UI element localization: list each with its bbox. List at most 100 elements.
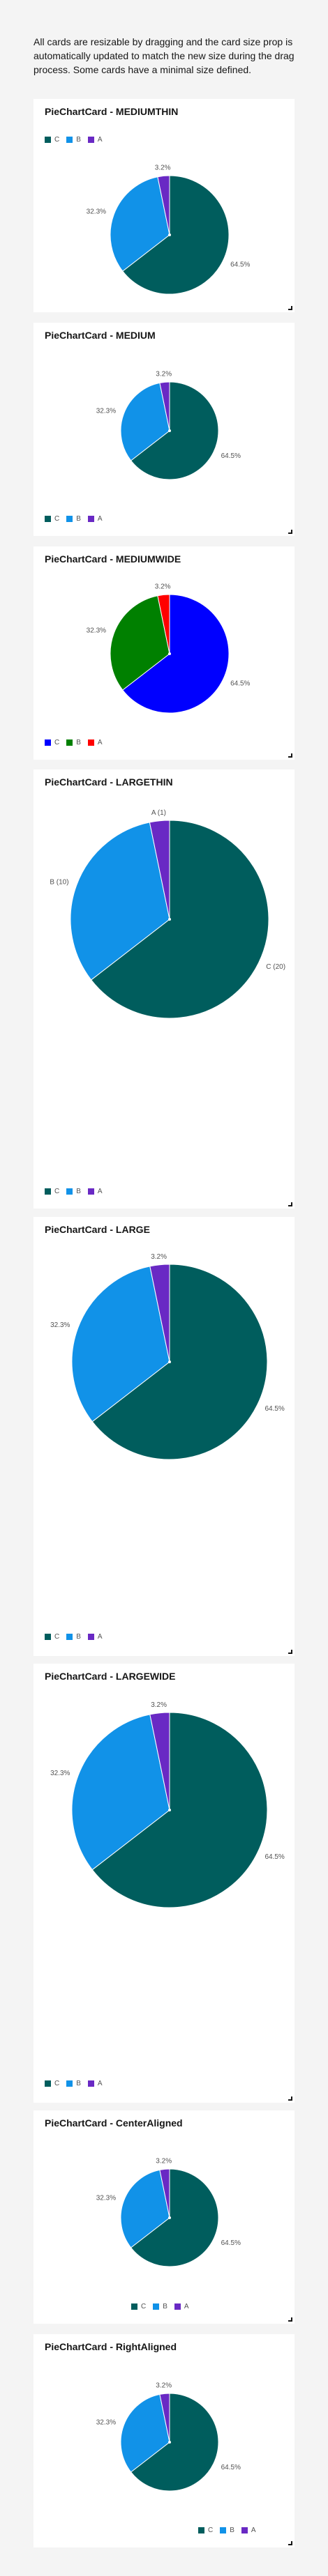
slice-label-c: 64.5% bbox=[230, 261, 250, 269]
pie-slice-a[interactable] bbox=[149, 1264, 170, 1363]
card-mediumwide[interactable]: PieChartCard - MEDIUMWIDE 64.5% 32.3% 3.2%… bbox=[33, 546, 295, 760]
legend-swatch-a bbox=[87, 137, 94, 143]
pie-center-dot bbox=[168, 233, 171, 236]
legend-item-b[interactable]: B bbox=[66, 136, 81, 144]
slice-label-b: B (10) bbox=[50, 879, 68, 887]
slice-label-c: 64.5% bbox=[221, 2464, 241, 2471]
chart-legend: C B A bbox=[45, 1633, 110, 1641]
pie-chart: 64.5% 32.3% 3.2% bbox=[87, 583, 251, 714]
pie-slice-b[interactable] bbox=[110, 176, 170, 272]
pie-slice-c[interactable] bbox=[130, 2168, 219, 2267]
legend-label: B bbox=[76, 2080, 81, 2087]
card-largethin[interactable]: PieChartCard - LARGETHIN C (20) B (10) A (… bbox=[33, 769, 295, 1209]
pie-slice-c[interactable] bbox=[122, 175, 230, 295]
pie-slice-b[interactable] bbox=[120, 2393, 170, 2473]
legend-item-c[interactable]: C bbox=[45, 1633, 59, 1641]
slice-label-a: 3.2% bbox=[156, 370, 172, 378]
intro-text: All cards are resizable by dragging and … bbox=[33, 36, 295, 75]
pie-slice-a[interactable] bbox=[149, 820, 170, 920]
legend-item-b[interactable]: B bbox=[66, 1188, 81, 1195]
legend-item-a[interactable]: A bbox=[174, 2303, 189, 2310]
resize-handle[interactable] bbox=[288, 1650, 292, 1654]
chart-legend: C B A bbox=[131, 2303, 196, 2310]
legend-item-a[interactable]: A bbox=[87, 739, 103, 746]
legend-item-b[interactable]: B bbox=[66, 2080, 81, 2087]
resize-handle[interactable] bbox=[288, 753, 292, 758]
legend-item-b[interactable]: B bbox=[220, 2527, 234, 2534]
legend-label: B bbox=[230, 2527, 234, 2534]
legend-item-c[interactable]: C bbox=[45, 739, 59, 746]
legend-item-a[interactable]: A bbox=[87, 1188, 103, 1195]
legend-item-a[interactable]: A bbox=[87, 2080, 103, 2087]
card-title: PieChartCard - MEDIUMWIDE bbox=[45, 553, 181, 565]
pie-chart: 64.5% 32.3% 3.2% bbox=[50, 1253, 285, 1460]
card-rightaligned[interactable]: PieChartCard - RightAligned 64.5% 32.3% 3.… bbox=[33, 2334, 295, 2547]
pie-slice-b[interactable] bbox=[120, 2169, 170, 2248]
card-medium[interactable]: PieChartCard - MEDIUM 64.5% 32.3% 3.2% C B… bbox=[33, 323, 295, 536]
legend-label: B bbox=[76, 515, 81, 523]
legend-item-b[interactable]: B bbox=[66, 739, 81, 746]
legend-item-a[interactable]: A bbox=[87, 136, 103, 144]
legend-item-a[interactable]: A bbox=[241, 2527, 256, 2534]
legend-item-c[interactable]: C bbox=[198, 2527, 213, 2534]
pie-slice-c[interactable] bbox=[91, 820, 269, 1019]
pie-slice-b[interactable] bbox=[71, 1714, 170, 1871]
legend-swatch-c bbox=[45, 516, 51, 522]
pie-slice-c[interactable] bbox=[130, 2393, 219, 2492]
legend-swatch-b bbox=[66, 1188, 73, 1195]
legend-label: B bbox=[76, 136, 81, 144]
card-largewide[interactable]: PieChartCard - LARGEWIDE 64.5% 32.3% 3.2% … bbox=[33, 1664, 295, 2103]
slice-label-c: C (20) bbox=[266, 963, 285, 971]
legend-item-c[interactable]: C bbox=[45, 2080, 59, 2087]
card-large[interactable]: PieChartCard - LARGE 64.5% 32.3% 3.2% C B … bbox=[33, 1217, 295, 1656]
pie-slice-b[interactable] bbox=[120, 382, 170, 461]
pie-chart: C (20) B (10) A (1) bbox=[50, 809, 285, 1019]
legend-label: B bbox=[76, 1188, 81, 1195]
slice-label-a: 3.2% bbox=[155, 164, 171, 171]
slice-label-a: 3.2% bbox=[151, 1701, 167, 1709]
card-title: PieChartCard - MEDIUMTHIN bbox=[45, 106, 179, 117]
pie-slice-c[interactable] bbox=[130, 381, 219, 480]
slice-label-c: 64.5% bbox=[221, 452, 241, 460]
resize-handle[interactable] bbox=[288, 2541, 292, 2545]
legend-label: A bbox=[97, 515, 103, 523]
pie-center-dot bbox=[168, 2441, 171, 2444]
legend-item-b[interactable]: B bbox=[66, 515, 81, 523]
card-title: PieChartCard - LARGE bbox=[45, 1224, 150, 1235]
slice-label-c: 64.5% bbox=[264, 1405, 284, 1413]
pie-slice-b[interactable] bbox=[110, 595, 170, 691]
slice-label-b: 32.3% bbox=[96, 408, 116, 415]
pie-slice-b[interactable] bbox=[71, 1266, 170, 1423]
legend-label: B bbox=[163, 2303, 167, 2310]
legend-item-a[interactable]: A bbox=[87, 515, 103, 523]
resize-handle[interactable] bbox=[288, 2096, 292, 2101]
resize-handle[interactable] bbox=[288, 306, 292, 310]
card-centeraligned[interactable]: PieChartCard - CenterAligned 64.5% 32.3% 3… bbox=[33, 2110, 295, 2324]
pie-slice-a[interactable] bbox=[159, 381, 170, 431]
pie-slice-a[interactable] bbox=[149, 1712, 170, 1811]
card-title: PieChartCard - CenterAligned bbox=[45, 2117, 183, 2129]
pie-chart: 64.5% 32.3% 3.2% bbox=[96, 2157, 241, 2267]
resize-handle[interactable] bbox=[288, 530, 292, 534]
legend-item-b[interactable]: B bbox=[153, 2303, 167, 2310]
pie-slice-c[interactable] bbox=[91, 1712, 268, 1908]
pie-slice-a[interactable] bbox=[159, 2393, 170, 2443]
legend-swatch-a bbox=[241, 2527, 248, 2533]
pie-slice-a[interactable] bbox=[157, 594, 170, 654]
pie-slice-a[interactable] bbox=[157, 175, 170, 236]
pie-slice-a[interactable] bbox=[159, 2168, 170, 2218]
slice-label-a: 3.2% bbox=[156, 2382, 172, 2389]
pie-slice-b[interactable] bbox=[70, 822, 170, 981]
legend-swatch-a bbox=[87, 2080, 94, 2087]
legend-item-c[interactable]: C bbox=[45, 515, 59, 523]
legend-item-c[interactable]: C bbox=[45, 1188, 59, 1195]
card-mediumthin[interactable]: PieChartCard - MEDIUMTHIN C B A 64.5% 32.… bbox=[33, 99, 295, 312]
legend-item-b[interactable]: B bbox=[66, 1633, 81, 1641]
legend-item-a[interactable]: A bbox=[87, 1633, 103, 1641]
pie-slice-c[interactable] bbox=[122, 594, 230, 714]
pie-slice-c[interactable] bbox=[91, 1264, 268, 1460]
legend-item-c[interactable]: C bbox=[45, 136, 59, 144]
legend-item-c[interactable]: C bbox=[131, 2303, 146, 2310]
resize-handle[interactable] bbox=[288, 1202, 292, 1206]
resize-handle[interactable] bbox=[288, 2317, 292, 2322]
